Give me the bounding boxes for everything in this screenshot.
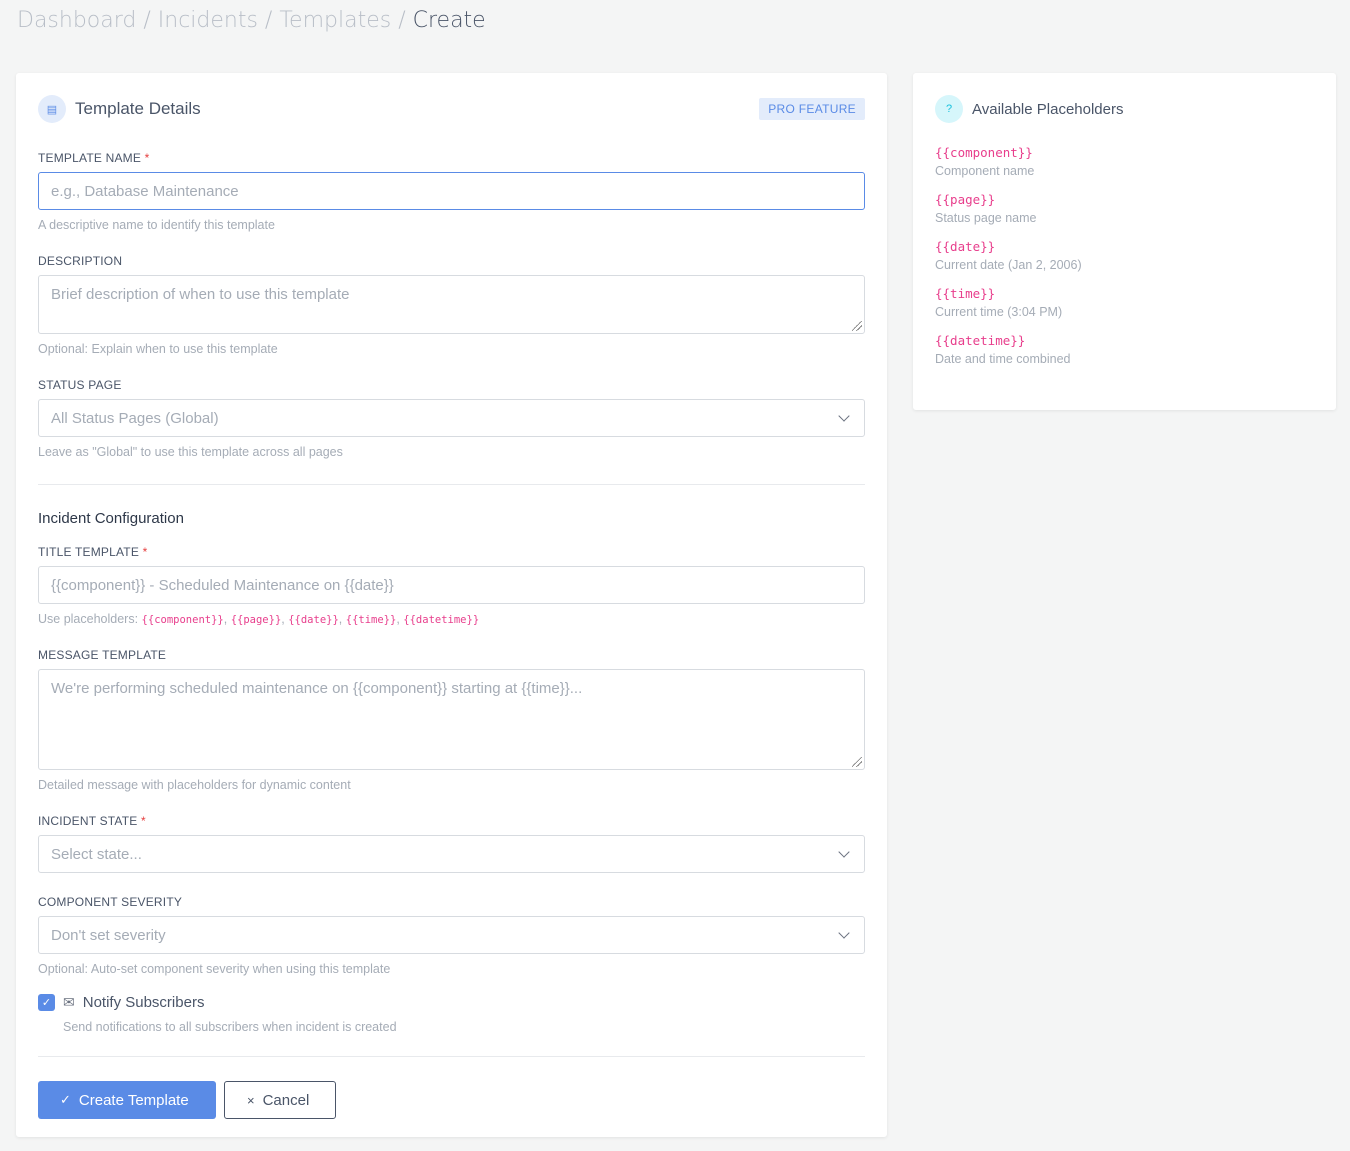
incident-state-label: INCIDENT STATE — [38, 814, 138, 828]
notify-label[interactable]: Notify Subscribers — [82, 994, 205, 1011]
template-name-input[interactable]: e.g., Database Maintenance — [38, 172, 865, 210]
notify-help: Send notifications to all subscribers wh… — [63, 1020, 397, 1034]
placeholder-item: {{time}} Current time (3:04 PM) — [935, 286, 1314, 319]
placeholder-desc: Component name — [935, 164, 1035, 178]
breadcrumb-dashboard[interactable]: Dashboard — [17, 8, 137, 33]
placeholder: e.g., Database Maintenance — [51, 182, 239, 200]
title-template-input[interactable]: {{component}} - Scheduled Maintenance on… — [38, 566, 865, 604]
notify-checkbox[interactable]: ✓ — [38, 994, 55, 1011]
pro-feature-badge: PRO FEATURE — [759, 98, 865, 120]
placeholder-item: {{datetime}} Date and time combined — [935, 333, 1314, 366]
selected-value: Select state... — [51, 845, 142, 863]
resize-handle[interactable] — [852, 321, 862, 331]
resize-handle[interactable] — [852, 757, 862, 767]
selected-value: Don't set severity — [51, 926, 166, 944]
description-help: Optional: Explain when to use this templ… — [38, 342, 278, 356]
template-name-help: A descriptive name to identify this temp… — [38, 218, 275, 232]
placeholder-item: {{date}} Current date (Jan 2, 2006) — [935, 239, 1314, 272]
help-circle-icon: ? — [935, 95, 963, 123]
template-name-label: TEMPLATE NAME — [38, 151, 142, 165]
title-template-label: TITLE TEMPLATE — [38, 545, 140, 559]
card-title: Template Details — [75, 99, 201, 118]
placeholder-code: {{component}} — [935, 145, 1033, 160]
breadcrumb-templates[interactable]: Templates — [279, 8, 392, 33]
status-page-label: STATUS PAGE — [38, 378, 122, 392]
selected-value: All Status Pages (Global) — [51, 409, 219, 427]
placeholder-desc: Current time (3:04 PM) — [935, 305, 1063, 319]
mail-icon: ✉ — [63, 994, 75, 1010]
status-page-select[interactable]: All Status Pages (Global) — [38, 399, 865, 437]
breadcrumb-current: Create — [412, 8, 486, 33]
placeholder-item: {{page}} Status page name — [935, 192, 1314, 225]
template-details-card: ▤ Template Details PRO FEATURE TEMPLATE … — [16, 73, 887, 1137]
document-icon: ▤ — [38, 95, 66, 123]
message-template-help: Detailed message with placeholders for d… — [38, 778, 351, 792]
placeholder-desc: Status page name — [935, 211, 1037, 225]
breadcrumb: Dashboard / Incidents / Templates / Crea… — [17, 8, 486, 33]
chevron-down-icon — [838, 927, 850, 939]
cancel-button[interactable]: × Cancel — [224, 1081, 336, 1119]
section-title: Incident Configuration — [38, 510, 184, 527]
description-textarea[interactable]: Brief description of when to use this te… — [38, 275, 865, 334]
close-icon: × — [247, 1092, 255, 1108]
title-template-help: Use placeholders: {{component}}, {{page}… — [38, 612, 480, 626]
placeholder-code: {{datetime}} — [935, 333, 1026, 348]
severity-select[interactable]: Don't set severity — [38, 916, 865, 954]
placeholder-desc: Date and time combined — [935, 352, 1071, 366]
severity-label: COMPONENT SEVERITY — [38, 895, 183, 909]
message-template-label: MESSAGE TEMPLATE — [38, 648, 167, 662]
placeholder-code: {{time}} — [935, 286, 996, 301]
message-template-textarea[interactable]: We're performing scheduled maintenance o… — [38, 669, 865, 770]
incident-state-select[interactable]: Select state... — [38, 835, 865, 873]
placeholder-desc: Current date (Jan 2, 2006) — [935, 258, 1082, 272]
placeholder: Brief description of when to use this te… — [51, 286, 350, 303]
breadcrumb-incidents[interactable]: Incidents — [157, 8, 258, 33]
chevron-down-icon — [838, 410, 850, 422]
placeholder: {{component}} - Scheduled Maintenance on… — [51, 576, 394, 594]
chevron-down-icon — [838, 846, 850, 858]
check-icon: ✓ — [60, 1092, 71, 1107]
card-title: Available Placeholders — [972, 100, 1124, 118]
placeholder-item: {{component}} Component name — [935, 145, 1314, 178]
status-page-help: Leave as "Global" to use this template a… — [38, 445, 343, 459]
severity-help: Optional: Auto-set component severity wh… — [38, 962, 391, 976]
create-template-button[interactable]: ✓ Create Template — [38, 1081, 216, 1119]
description-label: DESCRIPTION — [38, 254, 123, 268]
placeholder-code: {{page}} — [935, 192, 996, 207]
placeholder-code: {{date}} — [935, 239, 996, 254]
placeholders-card: ? Available Placeholders {{component}} Co… — [913, 73, 1336, 410]
placeholder: We're performing scheduled maintenance o… — [51, 680, 583, 697]
